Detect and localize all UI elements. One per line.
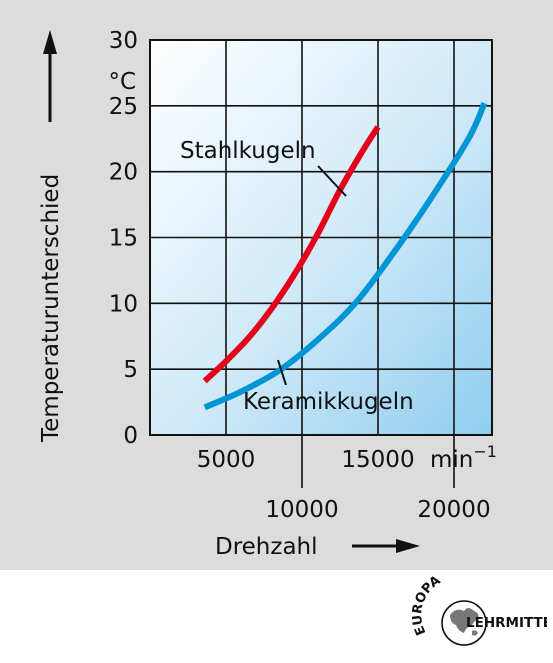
y-axis-title: Temperaturunterschied bbox=[38, 174, 64, 443]
y-tick-label: 30 bbox=[109, 28, 138, 54]
series-label-stahlkugeln: Stahlkugeln bbox=[180, 138, 316, 164]
x-axis-arrow bbox=[352, 539, 420, 553]
y-tick-label: 15 bbox=[109, 226, 138, 252]
leader-line-keramikkugeln bbox=[277, 359, 287, 386]
series-line-stahlkugeln bbox=[202, 125, 381, 384]
y-tick-label: 10 bbox=[109, 291, 138, 317]
y-tick-label: 20 bbox=[109, 160, 138, 186]
series-group bbox=[202, 101, 488, 411]
x-tick-label: 15000 bbox=[341, 447, 414, 473]
y-axis-unit: °C bbox=[108, 69, 136, 95]
logo-top-text: EUROPA bbox=[412, 575, 443, 637]
europa-lehrmittel-logo: EUROPA LEHRMITTEL bbox=[412, 575, 547, 646]
x-axis-unit: min−1 bbox=[430, 442, 497, 473]
x-tick-label: 5000 bbox=[197, 447, 256, 473]
logo-bottom-text: LEHRMITTEL bbox=[466, 615, 547, 631]
y-axis-arrow bbox=[43, 30, 57, 122]
series-label-keramikkugeln: Keramikkugeln bbox=[243, 389, 414, 415]
x-axis-title: Drehzahl bbox=[215, 534, 318, 560]
y-tick-label: 5 bbox=[123, 357, 138, 383]
y-tick-label: 25 bbox=[109, 94, 138, 120]
x-tick-label: 10000 bbox=[265, 497, 338, 523]
y-tick-label: 0 bbox=[123, 423, 138, 449]
leader-line-stahlkugeln bbox=[317, 165, 347, 197]
x-tick-label: 20000 bbox=[417, 497, 490, 523]
series-line-keramikkugeln bbox=[203, 101, 488, 411]
